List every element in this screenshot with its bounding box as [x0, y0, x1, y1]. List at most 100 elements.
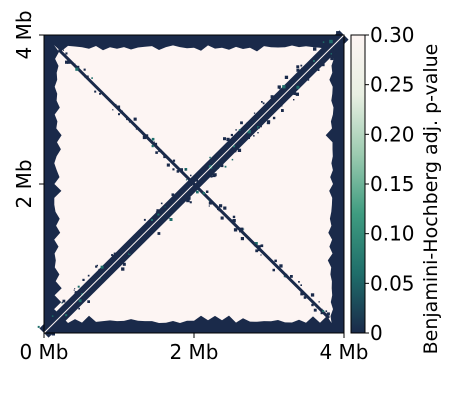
anti-diagonal-speck [84, 75, 87, 78]
main-diagonal-speck [307, 79, 310, 81]
main-diagonal-speck [322, 63, 325, 67]
main-diagonal-speck [98, 269, 103, 273]
main-diagonal-speck [262, 102, 265, 105]
main-diagonal-speck [282, 98, 285, 101]
colorbar-tick-label: 0.20 [370, 122, 415, 146]
colorbar-tick-label: 0.15 [370, 172, 415, 196]
anti-diagonal-speck [274, 259, 277, 263]
main-diagonal-speck [313, 47, 317, 51]
anti-diagonal-speck [153, 141, 155, 143]
anti-diagonal-speck [311, 303, 314, 307]
main-diagonal-speck [205, 167, 208, 170]
anti-diagonal-speck [163, 155, 167, 159]
anti-diagonal-speck [208, 205, 210, 207]
x-tick-label: 2 Mb [169, 340, 218, 364]
main-diagonal-speck [258, 126, 260, 129]
anti-diagonal-speck [240, 237, 244, 241]
main-diagonal-speck [293, 99, 295, 101]
anti-diagonal-speck [254, 242, 258, 246]
main-diagonal-speck [107, 275, 110, 277]
x-tick-label: 0 Mb [19, 340, 68, 364]
anti-diagonal-speck [91, 77, 93, 79]
anti-diagonal-speck [158, 149, 162, 153]
main-diagonal-speck [296, 85, 300, 89]
main-diagonal-speck [322, 38, 326, 42]
main-diagonal-speck [224, 165, 227, 168]
main-diagonal-speck [167, 216, 170, 219]
anti-diagonal-speck [202, 192, 205, 195]
anti-diagonal-speck [65, 60, 69, 64]
anti-diagonal-speck [232, 215, 236, 219]
main-diagonal-speck [301, 67, 304, 71]
main-diagonal-speck [299, 79, 301, 81]
anti-diagonal-speck [62, 49, 64, 51]
main-diagonal-speck [296, 65, 300, 69]
colorbar: 0 0.05 0.10 0.15 0.20 0.25 0.30Benjamini-Hochb… [350, 23, 442, 354]
main-diagonal-speck [261, 117, 263, 119]
anti-diagonal-speck [145, 134, 149, 137]
main-diagonal-speck [327, 55, 330, 58]
main-diagonal-speck [106, 274, 109, 277]
anti-diagonal-speck [320, 312, 323, 315]
main-diagonal-speck [336, 49, 339, 53]
anti-diagonal-speck [58, 49, 60, 51]
heatmap-plot-area [37, 30, 349, 338]
anti-diagonal-speck [240, 227, 244, 231]
main-diagonal-speck [272, 116, 276, 120]
anti-diagonal-speck [83, 68, 86, 71]
main-diagonal-speck [223, 137, 226, 141]
anti-diagonal-speck [67, 60, 71, 64]
anti-diagonal-speck [239, 230, 242, 233]
main-diagonal-speck [57, 315, 60, 318]
main-diagonal-speck [68, 304, 70, 306]
main-diagonal-speck [74, 288, 76, 290]
main-diagonal-speck [261, 101, 263, 103]
main-diagonal-speck [251, 121, 254, 124]
main-diagonal-speck [246, 135, 250, 139]
main-diagonal-speck [226, 137, 230, 142]
anti-diagonal-speck [205, 190, 209, 193]
main-diagonal-speck [82, 278, 85, 281]
main-diagonal-speck [277, 85, 281, 89]
anti-diagonal-speck [185, 169, 187, 171]
main-diagonal-speck [253, 135, 255, 137]
main-diagonal-speck [300, 64, 303, 67]
anti-diagonal-speck [236, 227, 239, 230]
main-diagonal-speck [240, 121, 243, 125]
main-diagonal-speck [235, 138, 239, 141]
main-diagonal-speck [281, 109, 284, 112]
anti-diagonal-speck [300, 284, 302, 286]
main-diagonal-speck [77, 285, 80, 288]
main-diagonal-speck [128, 252, 131, 254]
anti-diagonal-speck [151, 145, 154, 148]
main-diagonal-speck [330, 56, 334, 61]
main-diagonal-speck [339, 34, 343, 37]
main-diagonal-speck [317, 69, 320, 71]
main-diagonal-speck [143, 218, 146, 221]
main-diagonal-speck [288, 85, 292, 89]
main-diagonal-speck [173, 195, 176, 198]
main-diagonal-speck [164, 206, 166, 208]
main-diagonal-speck [284, 75, 289, 79]
main-diagonal-speck [329, 39, 333, 44]
y-tick-label: 2 Mb [12, 159, 36, 208]
main-diagonal-speck [73, 289, 75, 291]
main-diagonal-speck [169, 218, 173, 221]
main-diagonal-speck [156, 209, 159, 212]
main-diagonal-speck [145, 226, 148, 229]
anti-diagonal-speck [112, 109, 114, 111]
y-tick-label: 4 Mb [12, 10, 36, 59]
main-diagonal-speck [246, 122, 250, 125]
main-diagonal-speck [87, 274, 90, 277]
main-diagonal-speck [279, 88, 281, 90]
main-diagonal-speck [337, 38, 340, 41]
anti-diagonal-line [57, 48, 331, 320]
anti-diagonal-speck [118, 113, 120, 116]
main-diagonal-speck [291, 79, 295, 83]
main-diagonal-speck [166, 213, 168, 215]
anti-diagonal-speck [191, 184, 193, 186]
anti-diagonal-speck [94, 90, 97, 93]
main-diagonal-speck [135, 234, 137, 236]
anti-diagonal-speck [232, 219, 236, 223]
main-diagonal-speck [37, 325, 40, 328]
